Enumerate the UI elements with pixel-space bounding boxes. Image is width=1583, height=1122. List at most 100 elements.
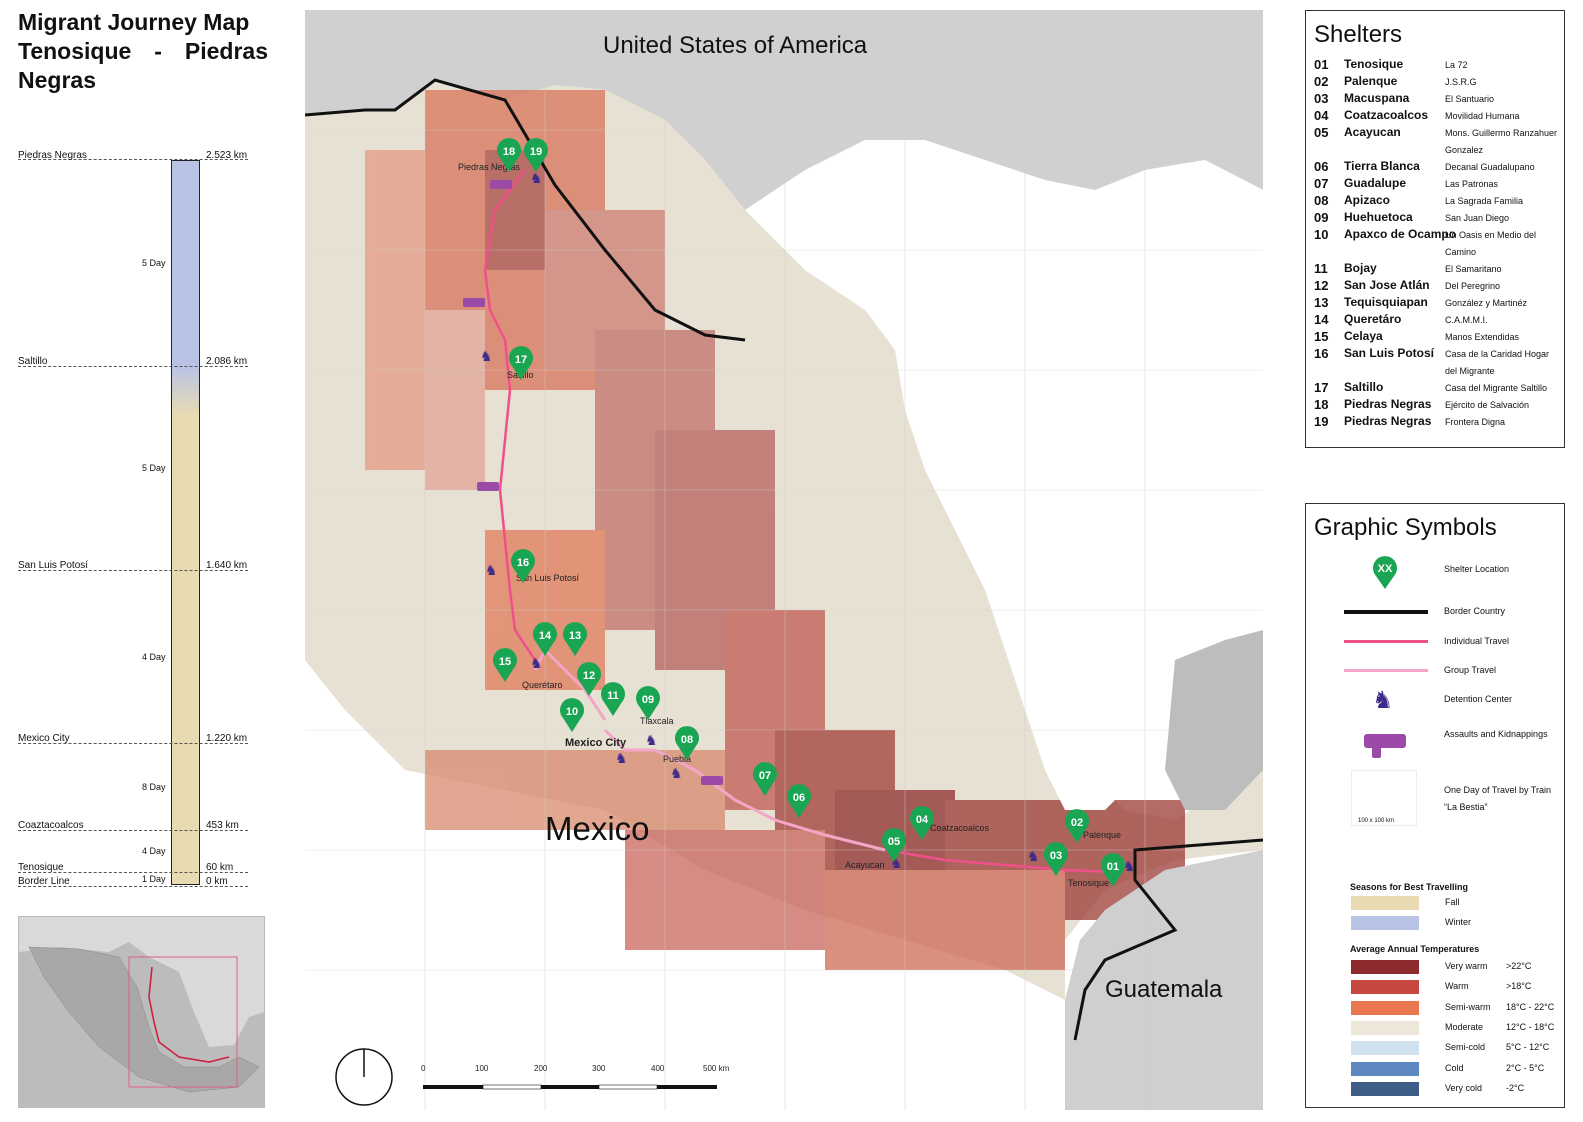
temperature-range: 5°C - 12°C xyxy=(1506,1042,1550,1053)
scale-label: 200 xyxy=(534,1064,548,1073)
shelter-name: Frontera Digna xyxy=(1445,417,1506,427)
timeline-place: San Luis Potosí xyxy=(18,560,89,571)
shelter-number: 07 xyxy=(1314,176,1329,191)
shelter-number: 18 xyxy=(1314,397,1329,412)
shelter-town: San Jose Atlán xyxy=(1344,278,1430,292)
tick-mexico-city xyxy=(18,743,248,744)
shelter-number: 08 xyxy=(1314,193,1329,208)
shelter-name: Ejército de Salvación xyxy=(1445,400,1530,410)
shelter-town: Acayucan xyxy=(1344,125,1401,139)
timeline-km: 2.523 km xyxy=(206,150,248,161)
day-label: 5 Day xyxy=(142,463,166,473)
temperature-swatch xyxy=(1351,1020,1419,1035)
temperatures-title: Average Annual Temperatures xyxy=(1350,944,1480,954)
shelter-name: Casa de la Caridad Hogar del Migrante xyxy=(1445,349,1550,376)
shelter-number: 12 xyxy=(1314,278,1329,293)
shelter-name: C.A.M.M.I. xyxy=(1445,315,1488,325)
timeline-km: 2.086 km xyxy=(206,356,248,367)
city-label: Saltillo xyxy=(507,370,534,380)
gun-icon xyxy=(477,482,499,491)
legend-group-row: Group Travel xyxy=(1306,661,1564,681)
shelter-pin-icon: XX xyxy=(1373,556,1397,589)
shelter-number: 17 xyxy=(1314,380,1329,395)
temperature-range: -2°C xyxy=(1506,1082,1525,1093)
shelter-number: 15 xyxy=(1314,329,1329,344)
usa-label: United States of America xyxy=(603,32,868,59)
scale-label: 400 xyxy=(651,1064,665,1073)
scale-label: 500 km xyxy=(703,1064,730,1073)
day-label: 5 Day xyxy=(142,258,166,268)
city-label: Acayucan xyxy=(845,860,885,870)
legend-label: Assaults and Kidnappings xyxy=(1444,729,1548,739)
timeline-km: 453 km xyxy=(206,820,239,831)
shelter-town: Guadalupe xyxy=(1344,176,1407,190)
season-swatch xyxy=(1351,896,1419,910)
title-line-1: Migrant Journey Map xyxy=(18,9,250,35)
main-map: United States of America Mexico Guatemal… xyxy=(305,10,1263,1110)
shelter-number: 13 xyxy=(1314,295,1329,310)
shelter-row: 19 Piedras Negras Frontera Digna xyxy=(1314,414,1564,431)
seasons-title: Seasons for Best Travelling xyxy=(1350,882,1469,892)
title-line-2c: Piedras xyxy=(184,38,268,64)
svg-text:XX: XX xyxy=(1378,563,1393,575)
shelters-legend: Shelters 01 Tenosique La 72 02 Palenque J.S.R… xyxy=(1305,10,1565,448)
shelter-name: La 72 xyxy=(1445,60,1468,70)
grid-caption: 100 x 100 km xyxy=(1358,818,1395,824)
scale-label: 0 xyxy=(421,1064,426,1073)
shelter-town: Tequisquiapan xyxy=(1344,295,1428,309)
temperature-label: Cold xyxy=(1445,1062,1464,1073)
legend-individual-row: Individual Travel xyxy=(1306,632,1564,652)
city-label: Coatzacoalcos xyxy=(930,823,990,833)
shelter-row: 02 Palenque J.S.R.G xyxy=(1314,74,1564,91)
title-line-3: Negras xyxy=(18,67,96,93)
detention-center-icon: ♞ xyxy=(530,655,543,671)
temperature-range: >18°C xyxy=(1506,981,1532,992)
city-label: Tenosique xyxy=(1068,878,1110,888)
shelter-town: Tenosique xyxy=(1344,57,1404,71)
gun-icon xyxy=(463,298,485,307)
city-label: Puebla xyxy=(663,754,692,764)
mexico-label: Mexico xyxy=(545,810,650,847)
shelter-name: Decanal Guadalupano xyxy=(1445,162,1535,172)
temperature-swatch xyxy=(1351,960,1419,974)
shelter-row: 07 Guadalupe Las Patronas xyxy=(1314,176,1564,193)
shelter-number: 19 xyxy=(1314,414,1329,429)
shelter-name: Casa del Migrante Saltillo xyxy=(1445,383,1548,393)
timeline-place: Mexico City xyxy=(18,733,70,744)
shelters-title: Shelters xyxy=(1314,21,1403,48)
tick-tenosique xyxy=(18,872,248,873)
fall-bar xyxy=(171,416,200,885)
shelter-row: 18 Piedras Negras Ejército de Salvación xyxy=(1314,397,1564,414)
title-line-2a: Tenosique xyxy=(18,38,132,64)
temperature-label: Very cold xyxy=(1445,1082,1483,1093)
shelter-name: Mons. Guillermo Ranzahuer Gonzalez xyxy=(1445,128,1558,155)
tick-coatzacoalcos xyxy=(18,830,248,831)
city-label: Querétaro xyxy=(522,680,563,690)
gun-icon xyxy=(1364,734,1406,748)
shelter-town: Saltillo xyxy=(1344,380,1384,394)
scale-bar xyxy=(423,1084,717,1090)
grid-square-icon xyxy=(1351,770,1417,826)
title-line-2b: - xyxy=(154,38,162,64)
temperature-swatch xyxy=(1351,1081,1419,1096)
map-title: Migrant Journey Map Tenosique - Piedras Ne… xyxy=(18,8,268,95)
gun-icon xyxy=(490,180,512,189)
tick-saltillo xyxy=(18,366,248,367)
shelter-name: San Juan Diego xyxy=(1445,213,1510,223)
temperature-label: Moderate xyxy=(1445,1021,1484,1032)
shelter-number: 11 xyxy=(1314,261,1328,276)
day-label: 4 Day xyxy=(142,846,166,856)
shelter-row: 15 Celaya Manos Extendidas xyxy=(1314,329,1564,346)
temperature-range: 2°C - 5°C xyxy=(1506,1062,1545,1073)
scale-label: 100 xyxy=(475,1064,489,1073)
shelter-town: Apaxco de Ocampo xyxy=(1344,227,1457,241)
detention-center-icon: ♞ xyxy=(670,765,683,781)
legend-shelter-row: XX Shelter Location xyxy=(1306,556,1564,590)
transition-bar xyxy=(171,366,200,417)
city-label: San Luis Potosí xyxy=(516,573,580,583)
individual-travel-route xyxy=(884,848,1116,874)
city-label: Piedras Negras xyxy=(458,162,521,172)
shelter-town: Palenque xyxy=(1344,74,1398,88)
gun-icon xyxy=(701,776,723,785)
day-label: 8 Day xyxy=(142,782,166,792)
